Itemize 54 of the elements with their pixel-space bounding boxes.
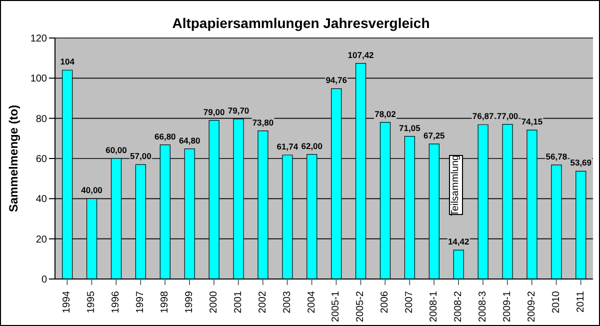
x-tick-label: 2006 <box>380 290 391 314</box>
y-tick-label: 20 <box>36 234 48 246</box>
y-tick-label: 0 <box>41 274 48 286</box>
data-label: 77,00 <box>496 110 518 121</box>
x-tick-label: 2001 <box>232 290 244 314</box>
x-tick-label: 2010 <box>550 290 562 314</box>
annotation: Teilsammlung <box>450 154 462 216</box>
x-tick-label: 2008-2 <box>453 290 464 322</box>
x-tick-label: 1995 <box>86 290 98 314</box>
data-label: 73,80 <box>252 117 274 128</box>
x-tick-label: 1994 <box>62 290 73 314</box>
data-label: 67,25 <box>424 130 446 140</box>
x-tick-label: 2009-1 <box>502 290 513 322</box>
x-tick-label: 2011 <box>575 290 586 313</box>
x-tick-label: 2009-2 <box>526 290 538 322</box>
data-label: 71,05 <box>399 122 421 133</box>
y-axis-title: Sammelmenge (to) <box>6 104 20 212</box>
y-tick-label: 40 <box>36 194 48 206</box>
data-label: 104 <box>60 56 75 67</box>
x-tick-label: 2000 <box>208 290 220 314</box>
data-label: 53,69 <box>570 158 592 168</box>
data-label: 79,70 <box>228 105 250 116</box>
x-tick-label: 1999 <box>184 290 195 314</box>
data-label: 62,00 <box>301 140 323 151</box>
x-tick-label: 2008-1 <box>428 290 440 322</box>
data-label: 66,80 <box>154 131 176 142</box>
data-label: 56,78 <box>546 151 568 162</box>
x-tick-label: 2005-1 <box>330 290 342 322</box>
x-tick-label: 1998 <box>160 290 171 314</box>
data-label: 14,42 <box>448 236 470 247</box>
x-tick-label: 2003 <box>282 290 293 314</box>
chart-title: Altpapiersammlungen Jahresvergleich <box>171 15 431 31</box>
x-tick-label: 1996 <box>110 290 122 314</box>
data-label: 74,15 <box>521 116 543 127</box>
data-label: 57,00 <box>130 151 152 162</box>
data-label: 79,00 <box>203 106 225 117</box>
data-label: 61,74 <box>276 142 298 152</box>
data-label: 78,02 <box>374 108 396 119</box>
y-tick-label: 80 <box>36 114 48 125</box>
data-label: 40,00 <box>81 185 103 196</box>
x-tick-label: 2005-2 <box>355 290 366 322</box>
data-label: 76,87 <box>472 111 494 122</box>
x-tick-label: 2008-3 <box>477 290 488 322</box>
y-tick-label: 120 <box>30 34 48 45</box>
y-tick-label: 100 <box>30 74 48 85</box>
x-tick-label: 1997 <box>135 290 146 314</box>
data-label: 60,00 <box>106 145 128 155</box>
data-label: 94,76 <box>326 75 348 86</box>
y-tick-label: 60 <box>36 154 48 166</box>
x-tick-label: 2007 <box>404 290 416 314</box>
data-label: 107,42 <box>348 50 374 60</box>
x-tick-label: 2004 <box>306 290 318 314</box>
x-tick-label: 2002 <box>257 290 268 314</box>
data-label: 64,80 <box>178 135 201 146</box>
